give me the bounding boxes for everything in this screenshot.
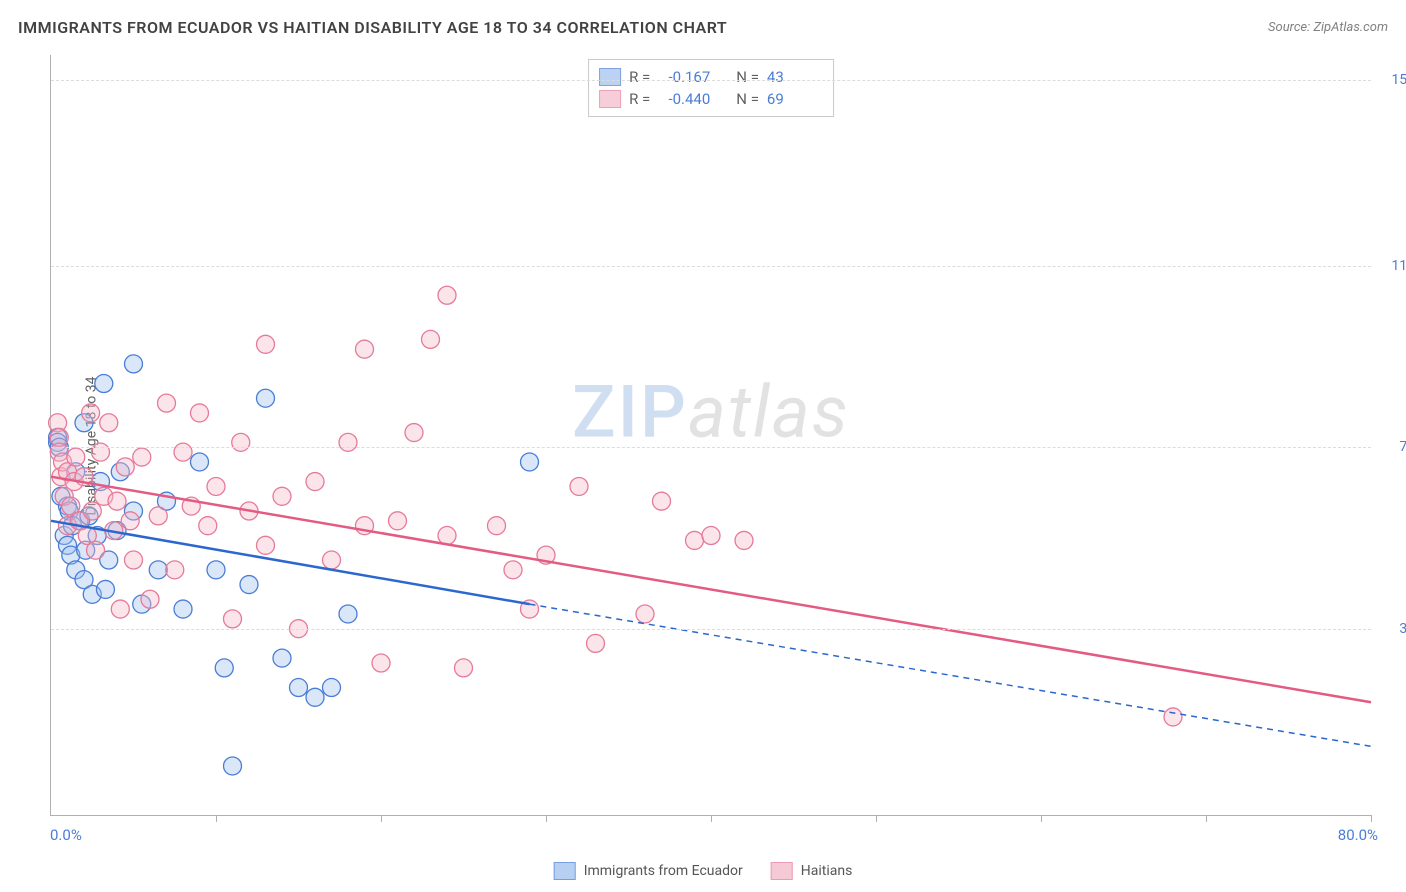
legend-label-ecuador: Immigrants from Ecuador (584, 863, 743, 879)
data-point (158, 394, 176, 412)
data-point (257, 335, 275, 353)
x-min-label: 0.0% (50, 826, 82, 844)
data-point (339, 605, 357, 623)
y-tick-label: 3.8% (1399, 621, 1406, 637)
chart-header: IMMIGRANTS FROM ECUADOR VS HAITIAN DISAB… (18, 18, 1388, 42)
data-point (207, 477, 225, 495)
data-point (174, 443, 192, 461)
data-point (67, 448, 85, 466)
data-point (257, 389, 275, 407)
data-point (653, 492, 671, 510)
data-point (702, 527, 720, 545)
data-point (240, 576, 258, 594)
data-point (339, 433, 357, 451)
data-point (108, 492, 126, 510)
legend-label-haitians: Haitians (801, 863, 853, 879)
x-tick (1371, 815, 1372, 822)
data-point (686, 531, 704, 549)
data-point (215, 659, 233, 677)
data-point (1164, 708, 1182, 726)
gridline (51, 80, 1371, 81)
source-label: Source: (1268, 20, 1313, 35)
x-tick (216, 815, 217, 822)
x-tick (1041, 815, 1042, 822)
trend-line (51, 521, 530, 604)
gridline (51, 629, 1371, 630)
data-point (306, 688, 324, 706)
data-point (389, 512, 407, 530)
x-tick (1206, 815, 1207, 822)
data-point (422, 330, 440, 348)
x-tick (711, 815, 712, 822)
data-point (323, 679, 341, 697)
x-tick (546, 815, 547, 822)
legend-item-haitians: Haitians (771, 862, 853, 880)
data-point (290, 679, 308, 697)
data-point (92, 443, 110, 461)
data-point (125, 551, 143, 569)
data-point (82, 404, 100, 422)
chart-svg (51, 55, 1371, 815)
data-point (191, 453, 209, 471)
data-point (95, 375, 113, 393)
source-attribution: Source: ZipAtlas.com (1268, 20, 1388, 35)
trend-line-extrapolated (530, 604, 1372, 746)
data-point (735, 531, 753, 549)
data-point (504, 561, 522, 579)
y-tick-label: 15.0% (1391, 72, 1406, 88)
chart-title: IMMIGRANTS FROM ECUADOR VS HAITIAN DISAB… (18, 18, 727, 37)
data-point (273, 649, 291, 667)
data-point (356, 340, 374, 358)
data-point (207, 561, 225, 579)
data-point (273, 487, 291, 505)
data-point (521, 453, 539, 471)
gridline (51, 266, 1371, 267)
data-point (149, 507, 167, 525)
series-legend: Immigrants from Ecuador Haitians (554, 862, 853, 880)
plot-area: ZIPatlas R = -0.167 N = 43 R = -0.440 N … (50, 55, 1371, 816)
y-tick-label: 11.2% (1391, 258, 1406, 274)
data-point (174, 600, 192, 618)
data-point (224, 757, 242, 775)
data-point (116, 458, 134, 476)
data-point (405, 424, 423, 442)
data-point (438, 527, 456, 545)
data-point (438, 286, 456, 304)
data-point (125, 355, 143, 373)
data-point (100, 414, 118, 432)
data-point (149, 561, 167, 579)
data-point (141, 590, 159, 608)
data-point (570, 477, 588, 495)
data-point (306, 473, 324, 491)
legend-item-ecuador: Immigrants from Ecuador (554, 862, 743, 880)
data-point (587, 634, 605, 652)
swatch-ecuador-icon (554, 862, 576, 880)
gridline (51, 447, 1371, 448)
data-point (133, 448, 151, 466)
data-point (372, 654, 390, 672)
data-point (455, 659, 473, 677)
data-point (199, 517, 217, 535)
data-point (224, 610, 242, 628)
data-point (166, 561, 184, 579)
x-tick (876, 815, 877, 822)
data-point (87, 541, 105, 559)
swatch-haitians-icon (771, 862, 793, 880)
data-point (83, 502, 101, 520)
data-point (636, 605, 654, 623)
source-name: ZipAtlas.com (1313, 20, 1388, 35)
data-point (232, 433, 250, 451)
data-point (323, 551, 341, 569)
x-tick (381, 815, 382, 822)
data-point (191, 404, 209, 422)
x-max-label: 80.0% (1338, 826, 1378, 844)
data-point (488, 517, 506, 535)
data-point (257, 536, 275, 554)
data-point (111, 600, 129, 618)
data-point (121, 512, 139, 530)
y-tick-label: 7.5% (1399, 439, 1406, 455)
data-point (96, 580, 114, 598)
